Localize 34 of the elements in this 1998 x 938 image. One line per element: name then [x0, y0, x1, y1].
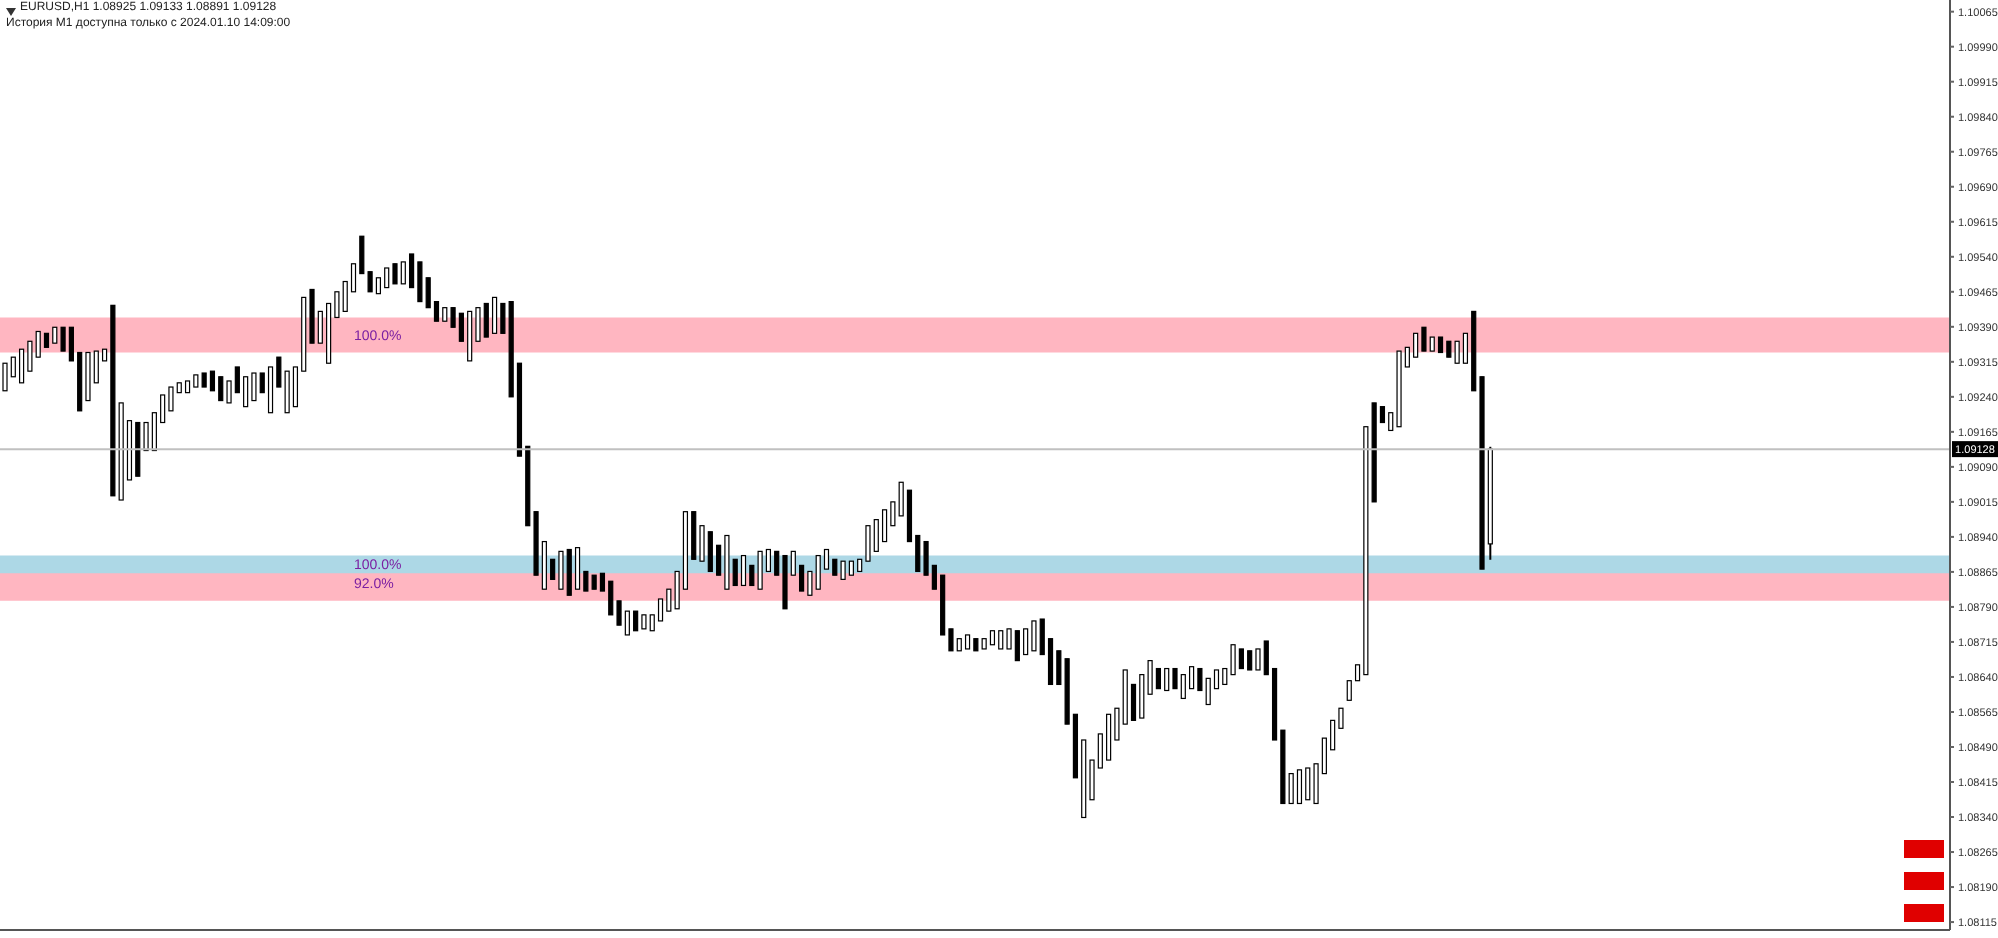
candlestick [19, 348, 25, 384]
candlestick [998, 629, 1004, 650]
candlestick [1247, 649, 1253, 671]
candlestick [1106, 713, 1112, 761]
candlestick [1180, 674, 1186, 700]
candlestick [483, 302, 489, 339]
candlestick [1031, 619, 1037, 652]
candlestick [1421, 326, 1427, 353]
candlestick [1255, 648, 1261, 671]
candlestick [1164, 667, 1170, 692]
candlestick [815, 554, 821, 591]
candlestick [1296, 768, 1303, 805]
candlestick [740, 554, 747, 587]
candlestick [558, 550, 564, 591]
candlestick [633, 610, 639, 632]
candlestick [707, 530, 713, 573]
candlestick [267, 365, 274, 414]
candlestick [574, 546, 581, 591]
candlestick [491, 296, 498, 334]
candlestick [400, 260, 406, 285]
candlestick [384, 267, 390, 289]
candlestick [757, 550, 763, 591]
candlestick [1454, 340, 1460, 365]
candlestick [1014, 629, 1020, 662]
candlestick [392, 262, 398, 285]
candlestick [417, 260, 423, 303]
candlestick [1238, 648, 1244, 670]
candlestick [566, 548, 572, 597]
candlestick [840, 560, 846, 581]
candlestick [251, 372, 257, 402]
candlestick [1023, 627, 1029, 656]
candlestick [1305, 767, 1311, 801]
candlestick [218, 375, 224, 402]
candlestick [1155, 667, 1161, 690]
